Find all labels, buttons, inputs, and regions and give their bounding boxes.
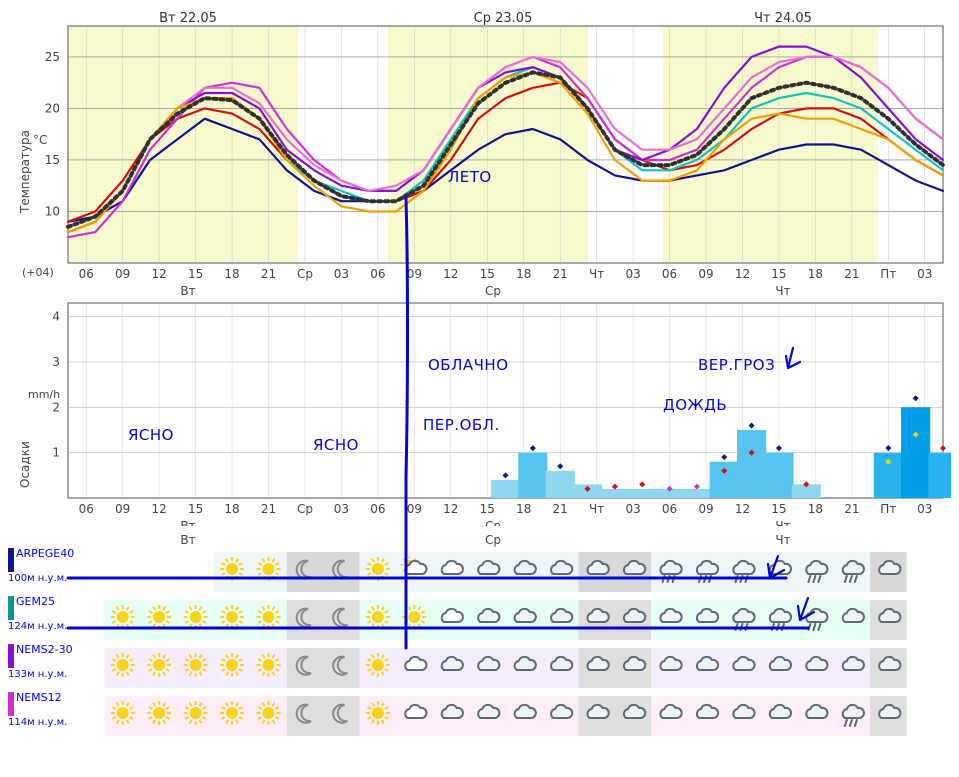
model-row-nems12: NEMS12114м н.у.м.	[8, 692, 951, 740]
svg-text:12: 12	[152, 502, 167, 516]
svg-text:09: 09	[698, 502, 713, 516]
svg-text:20: 20	[45, 101, 60, 115]
svg-text:18: 18	[224, 502, 239, 516]
svg-text:06: 06	[370, 502, 385, 516]
annotation-text: ЯСНО	[313, 436, 359, 454]
svg-text:06: 06	[79, 502, 94, 516]
svg-text:Ср: Ср	[485, 519, 501, 526]
svg-text:2: 2	[52, 400, 60, 414]
svg-text:15: 15	[45, 153, 60, 167]
precip-chart: 1234060912151821Ср03060912151821Чт030609…	[8, 266, 951, 526]
svg-text:21: 21	[553, 502, 568, 516]
svg-text:09: 09	[115, 502, 130, 516]
svg-text:15: 15	[188, 502, 203, 516]
svg-text:12: 12	[443, 502, 458, 516]
annotation-text: ВЕР.ГРОЗ	[698, 356, 775, 374]
model-row-arpege40: ARPEGE40100м н.у.м.	[8, 548, 951, 596]
annotation-text: ОБЛАЧНО	[428, 356, 509, 374]
svg-text:03: 03	[917, 502, 932, 516]
svg-text:4: 4	[52, 310, 60, 324]
svg-text:Вт: Вт	[180, 533, 195, 547]
svg-text:Пт: Пт	[880, 502, 896, 516]
weather-meteogram: Вт 22.05Ср 23.05Чт 24.05 Температура °C …	[8, 8, 951, 769]
temperature-chart: 10152025060912151821Ср03060912151821Чт03…	[8, 8, 951, 308]
model-icon-strip	[8, 548, 951, 596]
svg-text:18: 18	[808, 502, 823, 516]
svg-text:10: 10	[45, 204, 60, 218]
svg-text:15: 15	[480, 502, 495, 516]
svg-text:21: 21	[261, 502, 276, 516]
svg-text:15: 15	[771, 502, 786, 516]
model-row-gem25: GEM25124м н.у.м.	[8, 596, 951, 644]
svg-text:3: 3	[52, 355, 60, 369]
svg-text:03: 03	[625, 502, 640, 516]
model-row-nems2-30: NEMS2-30133м н.у.м.	[8, 644, 951, 692]
model-icon-strip	[8, 644, 951, 692]
annotation-text: ДОЖДЬ	[663, 396, 727, 414]
svg-text:Чт: Чт	[775, 519, 790, 526]
model-icon-strip	[8, 692, 951, 740]
svg-text:12: 12	[735, 502, 750, 516]
svg-text:06: 06	[662, 502, 677, 516]
svg-text:09: 09	[407, 502, 422, 516]
svg-text:Ср: Ср	[297, 502, 313, 516]
svg-text:25: 25	[45, 50, 60, 64]
svg-text:Ср: Ср	[485, 533, 501, 547]
model-icon-strip	[8, 596, 951, 644]
svg-text:03: 03	[334, 502, 349, 516]
svg-text:Чт: Чт	[775, 533, 790, 547]
svg-text:1: 1	[52, 446, 60, 460]
svg-text:18: 18	[516, 502, 531, 516]
svg-text:Чт: Чт	[589, 502, 604, 516]
annotation-text: ПЕР.ОБЛ.	[423, 416, 500, 434]
annotation-text: ЛЕТО	[448, 168, 492, 186]
svg-text:21: 21	[844, 502, 859, 516]
annotation-text: ЯСНО	[128, 426, 174, 444]
svg-text:Вт: Вт	[180, 519, 195, 526]
